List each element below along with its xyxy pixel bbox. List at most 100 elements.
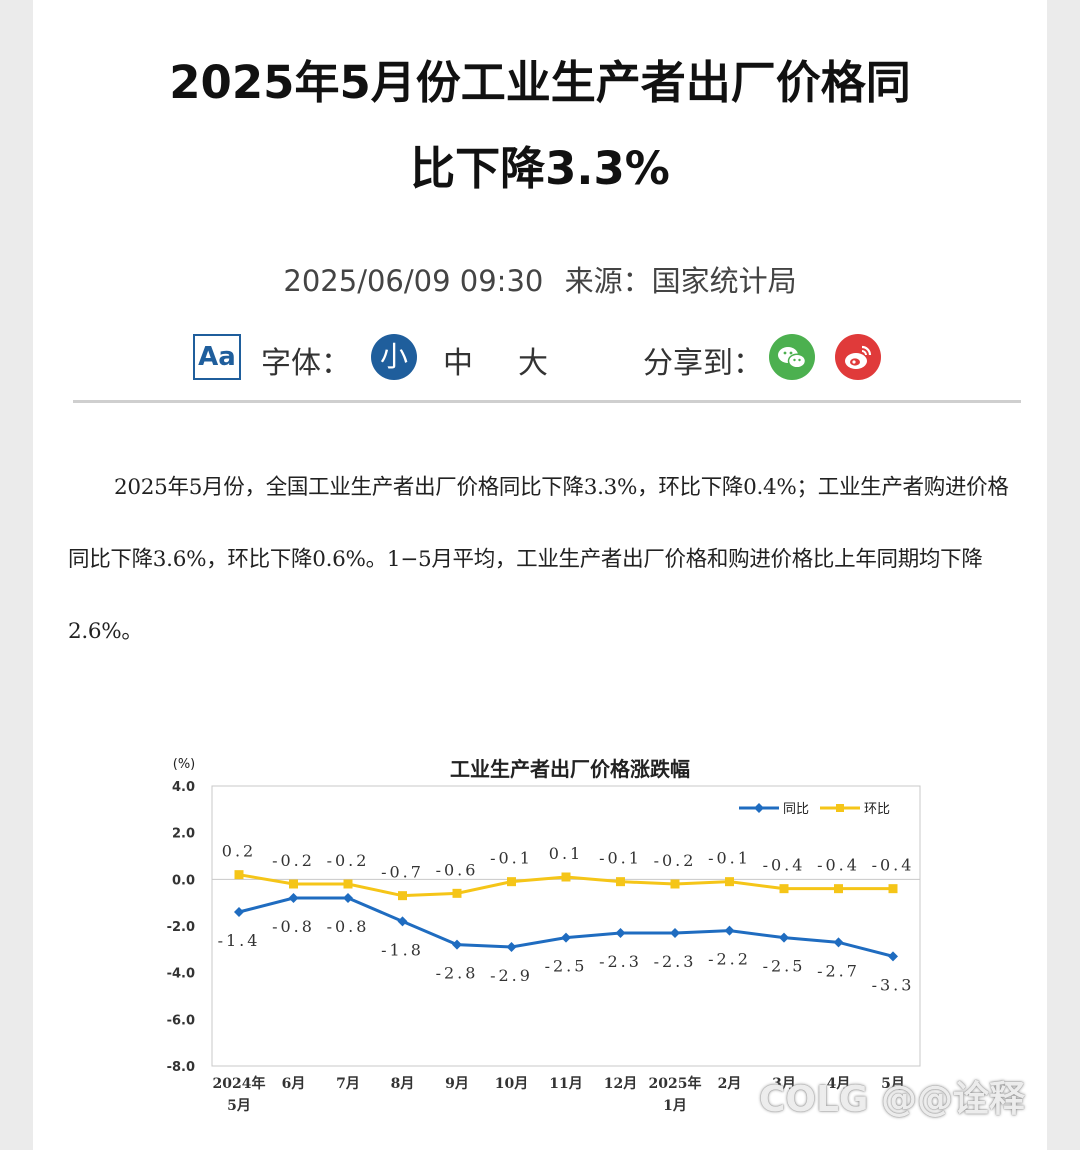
data-point-mom — [234, 870, 244, 880]
data-label-mom: -0.2 — [272, 851, 315, 870]
data-label-mom: -0.4 — [817, 856, 860, 875]
x-tick-label: 2月 — [718, 1076, 742, 1092]
data-label-mom: -0.2 — [327, 851, 370, 870]
article-page: 2025年5月份工业生产者出厂价格同 比下降3.3% 2025/06/09 09… — [33, 0, 1047, 1150]
article-toolbar: Aa 字体： 小 中 大 分享到： — [33, 332, 1047, 382]
chart-title: 工业生产者出厂价格涨跌幅 — [450, 757, 690, 781]
legend-label: 环比 — [864, 802, 890, 817]
share-label: 分享到： — [643, 346, 763, 381]
font-size-small-button[interactable]: 小 — [371, 334, 417, 380]
x-tick-label: 10月 — [495, 1076, 528, 1092]
data-label-mom: -0.1 — [599, 849, 642, 868]
article-meta: 2025/06/09 09:30 来源：国家统计局 — [33, 258, 1047, 300]
title-line-2: 比下降3.3% — [410, 142, 670, 195]
header-divider — [73, 400, 1021, 403]
publish-datetime: 2025/06/09 09:30 — [283, 264, 544, 298]
plot-area — [211, 785, 921, 1067]
data-label-yoy: -2.7 — [817, 961, 860, 980]
x-tick-label: 12月 — [604, 1076, 637, 1092]
data-point-yoy — [452, 939, 462, 950]
x-tick-label: 8月 — [391, 1076, 415, 1092]
y-tick-label: -8.0 — [167, 1060, 195, 1075]
y-tick-label: 2.0 — [172, 827, 195, 842]
x-tick-label: 2024年 — [213, 1075, 266, 1092]
data-label-mom: 0.1 — [549, 844, 583, 863]
x-tick-label: 4月 — [827, 1076, 851, 1092]
data-point-yoy — [561, 932, 571, 943]
data-label-mom: -0.6 — [436, 860, 479, 879]
share-weibo-button[interactable] — [835, 334, 881, 380]
data-label-mom: -0.1 — [708, 849, 751, 868]
data-point-yoy — [833, 937, 844, 948]
data-label-yoy: -2.5 — [763, 957, 806, 976]
data-point-yoy — [615, 928, 626, 938]
y-tick-label: 4.0 — [172, 780, 195, 795]
legend-label: 同比 — [783, 802, 809, 817]
data-point-yoy — [288, 893, 299, 903]
data-label-yoy: -2.3 — [599, 952, 642, 971]
chart-svg: 工业生产者出厂价格涨跌幅 (%) 4.0 2.0 0.0 -2.0 -4.0 -6.0 -8… — [167, 757, 921, 1114]
data-point-yoy — [506, 942, 517, 952]
weibo-icon — [845, 345, 872, 369]
data-point-mom — [452, 888, 462, 898]
legend-marker — [836, 804, 844, 812]
data-label-mom: -0.7 — [381, 863, 424, 882]
data-point-yoy — [888, 951, 898, 962]
legend-marker — [754, 803, 764, 813]
x-tick-label: 1月 — [663, 1098, 687, 1114]
data-label-mom: -0.1 — [490, 849, 533, 868]
y-tick-label: -2.0 — [167, 920, 195, 935]
data-label-yoy: -1.4 — [218, 931, 261, 950]
data-label-yoy: -2.5 — [545, 957, 588, 976]
font-size-large-button[interactable]: 大 — [518, 346, 548, 381]
page-title: 2025年5月份工业生产者出厂价格同 比下降3.3% — [113, 40, 967, 212]
y-tick-label: 0.0 — [172, 873, 195, 888]
data-point-yoy — [234, 907, 244, 917]
data-point-yoy — [397, 916, 408, 927]
data-point-mom — [779, 884, 789, 894]
chart-y-axis-unit: (%) — [173, 757, 196, 772]
font-size-medium-button[interactable]: 中 — [443, 346, 473, 381]
data-point-mom — [834, 884, 843, 894]
x-tick-label: 6月 — [282, 1076, 306, 1092]
data-label-yoy: -2.2 — [708, 950, 751, 969]
data-point-mom — [616, 877, 625, 887]
data-label-yoy: -2.9 — [490, 966, 533, 985]
x-tick-label: 11月 — [549, 1076, 582, 1092]
font-label: 字体： — [261, 346, 351, 381]
data-label-yoy: -2.8 — [436, 964, 479, 983]
data-point-mom — [343, 879, 353, 889]
ppi-chart: 工业生产者出厂价格涨跌幅 (%) 4.0 2.0 0.0 -2.0 -4.0 -6.0 -8… — [33, 740, 1047, 1140]
source-label: 来源：国家统计局 — [564, 264, 797, 298]
x-tick-label: 5月 — [881, 1076, 905, 1092]
data-point-yoy — [343, 893, 353, 903]
data-point-mom — [670, 879, 680, 889]
data-label-mom: -0.2 — [654, 851, 697, 870]
wechat-icon — [778, 347, 807, 369]
data-point-mom — [289, 879, 298, 889]
x-tick-label: 3月 — [772, 1076, 796, 1092]
data-label-mom: 0.2 — [222, 842, 256, 861]
data-point-yoy — [724, 925, 735, 936]
share-wechat-button[interactable] — [769, 334, 815, 380]
font-size-icon: Aa — [193, 334, 241, 380]
x-tick-label: 9月 — [445, 1076, 469, 1092]
title-line-1: 2025年5月份工业生产者出厂价格同 — [169, 56, 911, 109]
data-label-mom: -0.4 — [763, 856, 806, 875]
data-point-mom — [561, 872, 571, 882]
x-tick-label: 7月 — [336, 1076, 360, 1092]
data-label-yoy: -0.8 — [327, 917, 370, 936]
x-tick-label: 2025年 — [649, 1075, 702, 1092]
data-label-yoy: -1.8 — [381, 940, 424, 959]
data-point-mom — [888, 884, 898, 894]
data-point-mom — [725, 877, 734, 887]
data-point-mom — [398, 891, 407, 901]
data-point-mom — [507, 877, 516, 887]
y-tick-label: -4.0 — [167, 967, 195, 982]
watermark: COLG @@诠释 — [758, 1079, 1025, 1120]
data-point-yoy — [670, 928, 680, 938]
data-label-yoy: -0.8 — [272, 917, 315, 936]
article-paragraph: 2025年5月份，全国工业生产者出厂价格同比下降3.3%，环比下降0.4%；工业… — [68, 475, 1009, 644]
data-label-mom: -0.4 — [872, 856, 915, 875]
data-point-yoy — [779, 932, 789, 943]
